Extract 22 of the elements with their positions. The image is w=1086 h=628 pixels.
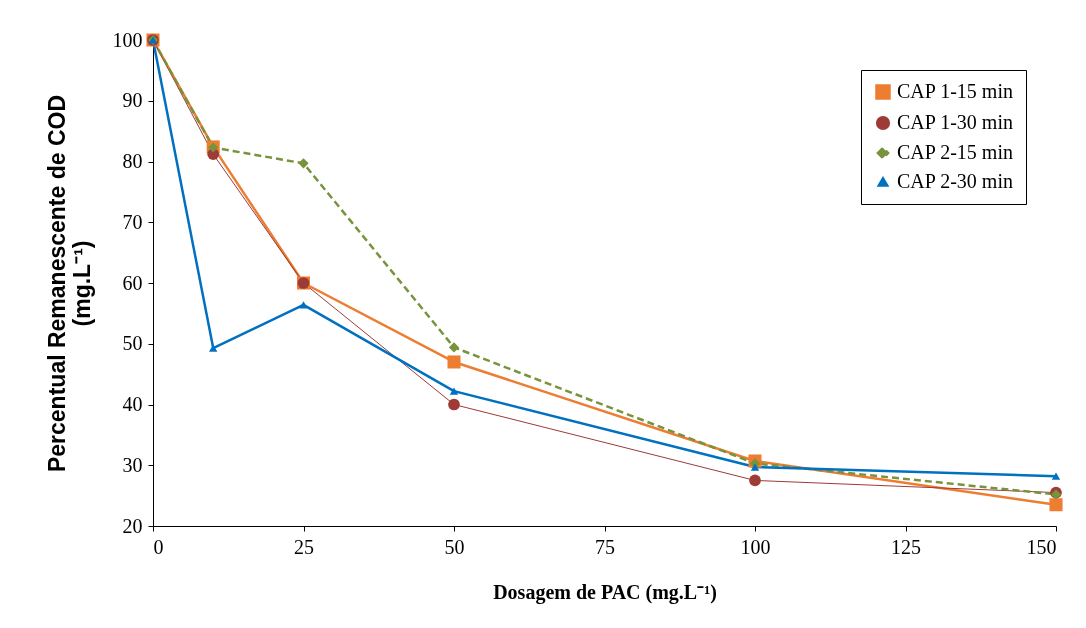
y-tick-label: 70: [122, 210, 143, 233]
legend-label: CAP 1-30 min: [897, 111, 1013, 133]
y-tick-label: 40: [122, 393, 143, 415]
x-tick-label: 0: [153, 535, 164, 558]
x-tick-label: 125: [891, 535, 921, 558]
x-axis-title: Dosagem de PAC (mg.L⁻¹): [493, 580, 717, 604]
y-tick-label: 80: [122, 150, 143, 172]
y-tick-label: 90: [122, 89, 143, 112]
x-tick-label: 25: [294, 535, 314, 558]
legend-label: CAP 1-15 min: [897, 80, 1013, 102]
y-tick-label: 20: [122, 514, 143, 537]
x-tick-label: 150: [1026, 535, 1057, 558]
y-tick-label: 50: [122, 332, 143, 355]
x-tick-label: 100: [740, 535, 771, 558]
y-tick-label: 30: [122, 453, 143, 476]
legend-label: CAP 2-15 min: [897, 141, 1013, 163]
x-tick-label: 50: [444, 535, 465, 558]
legend-label: CAP 2-30 min: [897, 170, 1013, 192]
y-tick-label: 100: [112, 28, 143, 51]
y-tick-label: 60: [122, 271, 143, 294]
x-tick-label: 75: [595, 535, 615, 558]
y-axis-title: Percentual Remanescente de COD (mg.L⁻¹): [43, 94, 95, 473]
